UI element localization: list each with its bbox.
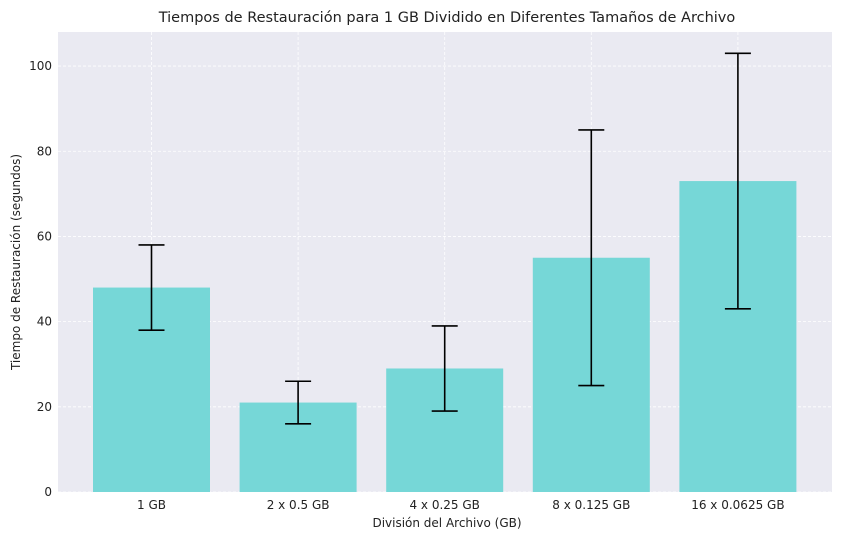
x-axis-label: División del Archivo (GB) (372, 516, 521, 530)
y-tick-label: 20 (37, 400, 52, 414)
error-bar (578, 129, 605, 387)
y-tick-label: 60 (37, 229, 52, 243)
y-axis-label: Tiempo de Restauración (segundos) (9, 154, 23, 371)
x-tick-label: 16 x 0.0625 GB (691, 498, 784, 512)
y-tick-label: 40 (37, 315, 52, 329)
y-axis-ticks: 0 20 40 60 80 100 (29, 59, 52, 499)
y-tick-label: 100 (29, 59, 52, 73)
error-bar (138, 244, 165, 331)
y-tick-label: 0 (44, 485, 52, 499)
x-tick-label: 8 x 0.125 GB (552, 498, 630, 512)
error-bar (724, 52, 751, 310)
y-tick-label: 80 (37, 144, 52, 158)
error-bars (138, 52, 751, 425)
error-bar (285, 380, 312, 425)
chart-title: Tiempos de Restauración para 1 GB Dividi… (158, 10, 736, 26)
x-tick-label: 4 x 0.25 GB (409, 498, 479, 512)
x-tick-label: 2 x 0.5 GB (267, 498, 330, 512)
x-tick-label: 1 GB (137, 498, 166, 512)
error-bar (431, 325, 458, 412)
x-axis-ticks: 1 GB 2 x 0.5 GB 4 x 0.25 GB 8 x 0.125 GB 16 … (137, 498, 785, 512)
